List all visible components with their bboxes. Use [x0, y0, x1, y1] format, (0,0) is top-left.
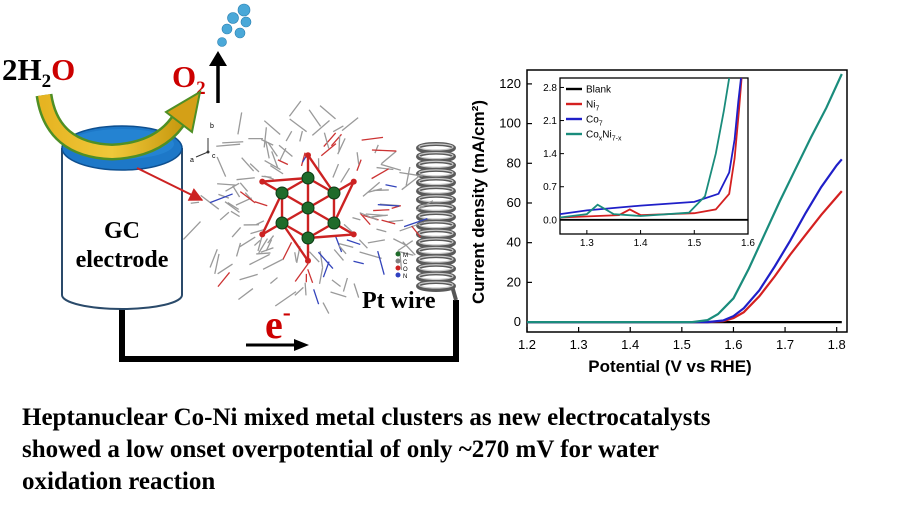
- inset-y-tick-label: 2.1: [543, 116, 557, 127]
- counter-electrode-label: Pt wire: [362, 288, 436, 314]
- legend-c: C: [403, 260, 408, 266]
- caption: Heptanuclear Co-Ni mixed metal clusters …: [22, 402, 902, 498]
- oxygen-atom: [350, 178, 357, 185]
- inset-y-tick-label: 0.0: [543, 215, 557, 226]
- y-axis-label: Current density (mA/cm²): [469, 100, 488, 304]
- oxygen-atom: [350, 231, 357, 238]
- metal-atom: [301, 201, 315, 215]
- metal-atom: [301, 231, 315, 245]
- oxygen-atom: [259, 178, 266, 185]
- x-axis-label: Potential (V vs RHE): [588, 357, 751, 376]
- inset-y-tick-label: 1.4: [543, 149, 557, 160]
- legend-entry: Blank: [586, 85, 612, 96]
- metal-atom: [327, 216, 341, 230]
- oxygen-atom: [305, 152, 311, 159]
- pt-wire-coil: [416, 142, 458, 301]
- x-tick-label: 1.6: [724, 337, 742, 352]
- metal-atom: [275, 216, 289, 230]
- legend-m: M: [403, 253, 408, 259]
- inset-y-tick-label: 0.7: [543, 182, 557, 193]
- oxygen-bubbles: [217, 3, 252, 47]
- axis-b-label: b: [210, 123, 214, 130]
- caption-line-1: Heptanuclear Co-Ni mixed metal clusters …: [22, 404, 711, 431]
- electrode-label-line1: GC: [104, 218, 140, 244]
- caption-line-2: showed a low onset overpotential of only…: [22, 436, 660, 463]
- crystal-axes: a b c: [190, 123, 216, 164]
- inset-x-tick-label: 1.3: [580, 238, 594, 249]
- inset-x-tick-label: 1.5: [687, 238, 701, 249]
- reactant-o: O: [51, 52, 75, 87]
- inset-x-tick-label: 1.6: [741, 238, 755, 249]
- series-line-CoxNi7-x: [527, 73, 843, 324]
- y-tick-label: 40: [507, 235, 521, 250]
- axis-c-label: c: [212, 153, 216, 160]
- legend-entry: Co7: [586, 115, 603, 128]
- inset-series-line-Ni7: [560, 78, 743, 219]
- external-wire: [119, 300, 459, 362]
- electrode-label-line2: electrode: [76, 247, 169, 273]
- x-tick-label: 1.8: [828, 337, 846, 352]
- reactant-label: 2H2O: [2, 52, 75, 92]
- reactant-coef: 2: [2, 52, 18, 87]
- y-tick-label: 20: [507, 274, 521, 289]
- metal-atom: [301, 171, 315, 185]
- legend-entry: Ni7: [586, 100, 599, 113]
- graphic-canvas: 2H2O O2 GC electrode e-: [2, 3, 848, 376]
- x-tick-label: 1.2: [518, 337, 536, 352]
- y-tick-label: 80: [507, 155, 521, 170]
- inset-x-tick-label: 1.4: [634, 238, 648, 249]
- electron-label: e-: [265, 300, 291, 347]
- legend-entry: CoxNi7-x: [586, 130, 622, 143]
- reactant-sub: 2: [42, 71, 52, 92]
- product-sub: 2: [196, 78, 206, 99]
- oxygen-atom: [305, 257, 311, 264]
- reaction-arrow: [35, 90, 202, 161]
- electron-arrow-icon: [246, 339, 309, 351]
- polarization-chart: 1.2 1.3 1.4 1.5 1.6 1.7 1.8 0 20 40 60 80 100 120 1.3…: [469, 69, 848, 376]
- electron-base: e: [265, 302, 283, 347]
- metal-atom: [327, 186, 341, 200]
- x-tick-label: 1.4: [621, 337, 639, 352]
- electrochemical-cell: 2H2O O2 GC electrode e-: [2, 3, 459, 362]
- product-o: O: [172, 59, 196, 94]
- reactant-h: H: [18, 52, 42, 87]
- atom-legend: M C O N: [395, 251, 408, 280]
- series-line-Co7: [527, 158, 843, 324]
- cluster-structure: [182, 100, 434, 314]
- y-tick-label: 100: [499, 116, 521, 131]
- inset-series-line-CoxNi7-x: [560, 78, 731, 219]
- up-arrow-icon: [209, 51, 227, 103]
- oxygen-atom: [259, 231, 266, 238]
- product-label: O2: [172, 59, 206, 99]
- electron-sup: -: [283, 300, 291, 326]
- y-tick-label: 120: [499, 76, 521, 91]
- x-tick-label: 1.5: [673, 337, 691, 352]
- legend-n: N: [403, 274, 407, 280]
- legend-o: O: [403, 267, 408, 273]
- axis-a-label: a: [190, 157, 194, 164]
- inset-y-tick-label: 2.8: [543, 83, 557, 94]
- caption-line-3: oxidation reaction: [22, 468, 216, 495]
- metal-atom: [275, 186, 289, 200]
- x-tick-label: 1.3: [570, 337, 588, 352]
- plot-frame: [526, 69, 848, 333]
- y-tick-label: 0: [514, 314, 521, 329]
- x-tick-label: 1.7: [776, 337, 794, 352]
- pointer-arrow: [136, 167, 204, 201]
- y-tick-label: 60: [507, 195, 521, 210]
